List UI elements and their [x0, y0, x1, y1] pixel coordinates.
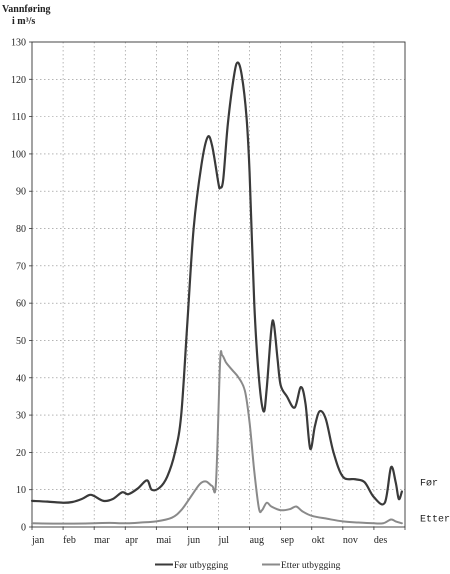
x-tick-label: apr [125, 535, 138, 546]
x-tick-label: feb [63, 535, 76, 546]
legend: Før utbygging Etter utbygging [155, 561, 341, 571]
x-tick-label: sep [281, 535, 294, 546]
y-tick-label: 90 [16, 187, 26, 198]
legend-label-etter: Etter utbygging [281, 561, 341, 571]
end-label-fr: Før [420, 479, 438, 490]
x-tick-label: mar [94, 535, 110, 546]
x-tick-label: jan [31, 535, 44, 546]
y-tick-label: 110 [11, 112, 26, 123]
x-tick-label: mai [156, 535, 171, 546]
x-tick-label: nov [343, 535, 358, 546]
y-tick-label: 130 [11, 38, 26, 49]
x-tick-label: jul [218, 535, 230, 546]
y-tick-label: 100 [11, 149, 26, 160]
y-tick-label: 120 [11, 75, 26, 86]
x-tick-label: des [374, 535, 387, 546]
y-tick-label: 0 [21, 523, 26, 534]
x-tick-label: jun [186, 535, 200, 546]
series-end-labels: Før Etter [420, 479, 450, 526]
y-tick-label: 80 [16, 224, 26, 235]
axes [29, 41, 406, 530]
y-tick-label: 40 [16, 373, 26, 384]
y-tick-label: 30 [16, 411, 26, 422]
x-tick-label: okt [312, 535, 325, 546]
y-tick-label: 70 [16, 261, 26, 272]
end-label-etter: Etter [420, 514, 450, 525]
x-tick-label: aug [250, 535, 264, 546]
grid [32, 42, 405, 527]
y-tick-label: 50 [16, 336, 26, 347]
legend-label-fr: Før utbygging [174, 561, 228, 571]
y-tick-label: 10 [16, 485, 26, 496]
y-tick-label: 60 [16, 299, 26, 310]
y-axis-title-line-1: Vannføring [2, 4, 51, 15]
series-line-etter [31, 350, 403, 525]
series-lines [30, 61, 403, 525]
tick-labels: 0 10 20 30 40 50 60 70 80 90 100 110 120 130 jan feb mar… [11, 38, 387, 547]
y-axis-title-line-2: i m³/s [12, 16, 35, 27]
y-tick-label: 20 [16, 448, 26, 459]
series-line-fr [30, 61, 403, 506]
